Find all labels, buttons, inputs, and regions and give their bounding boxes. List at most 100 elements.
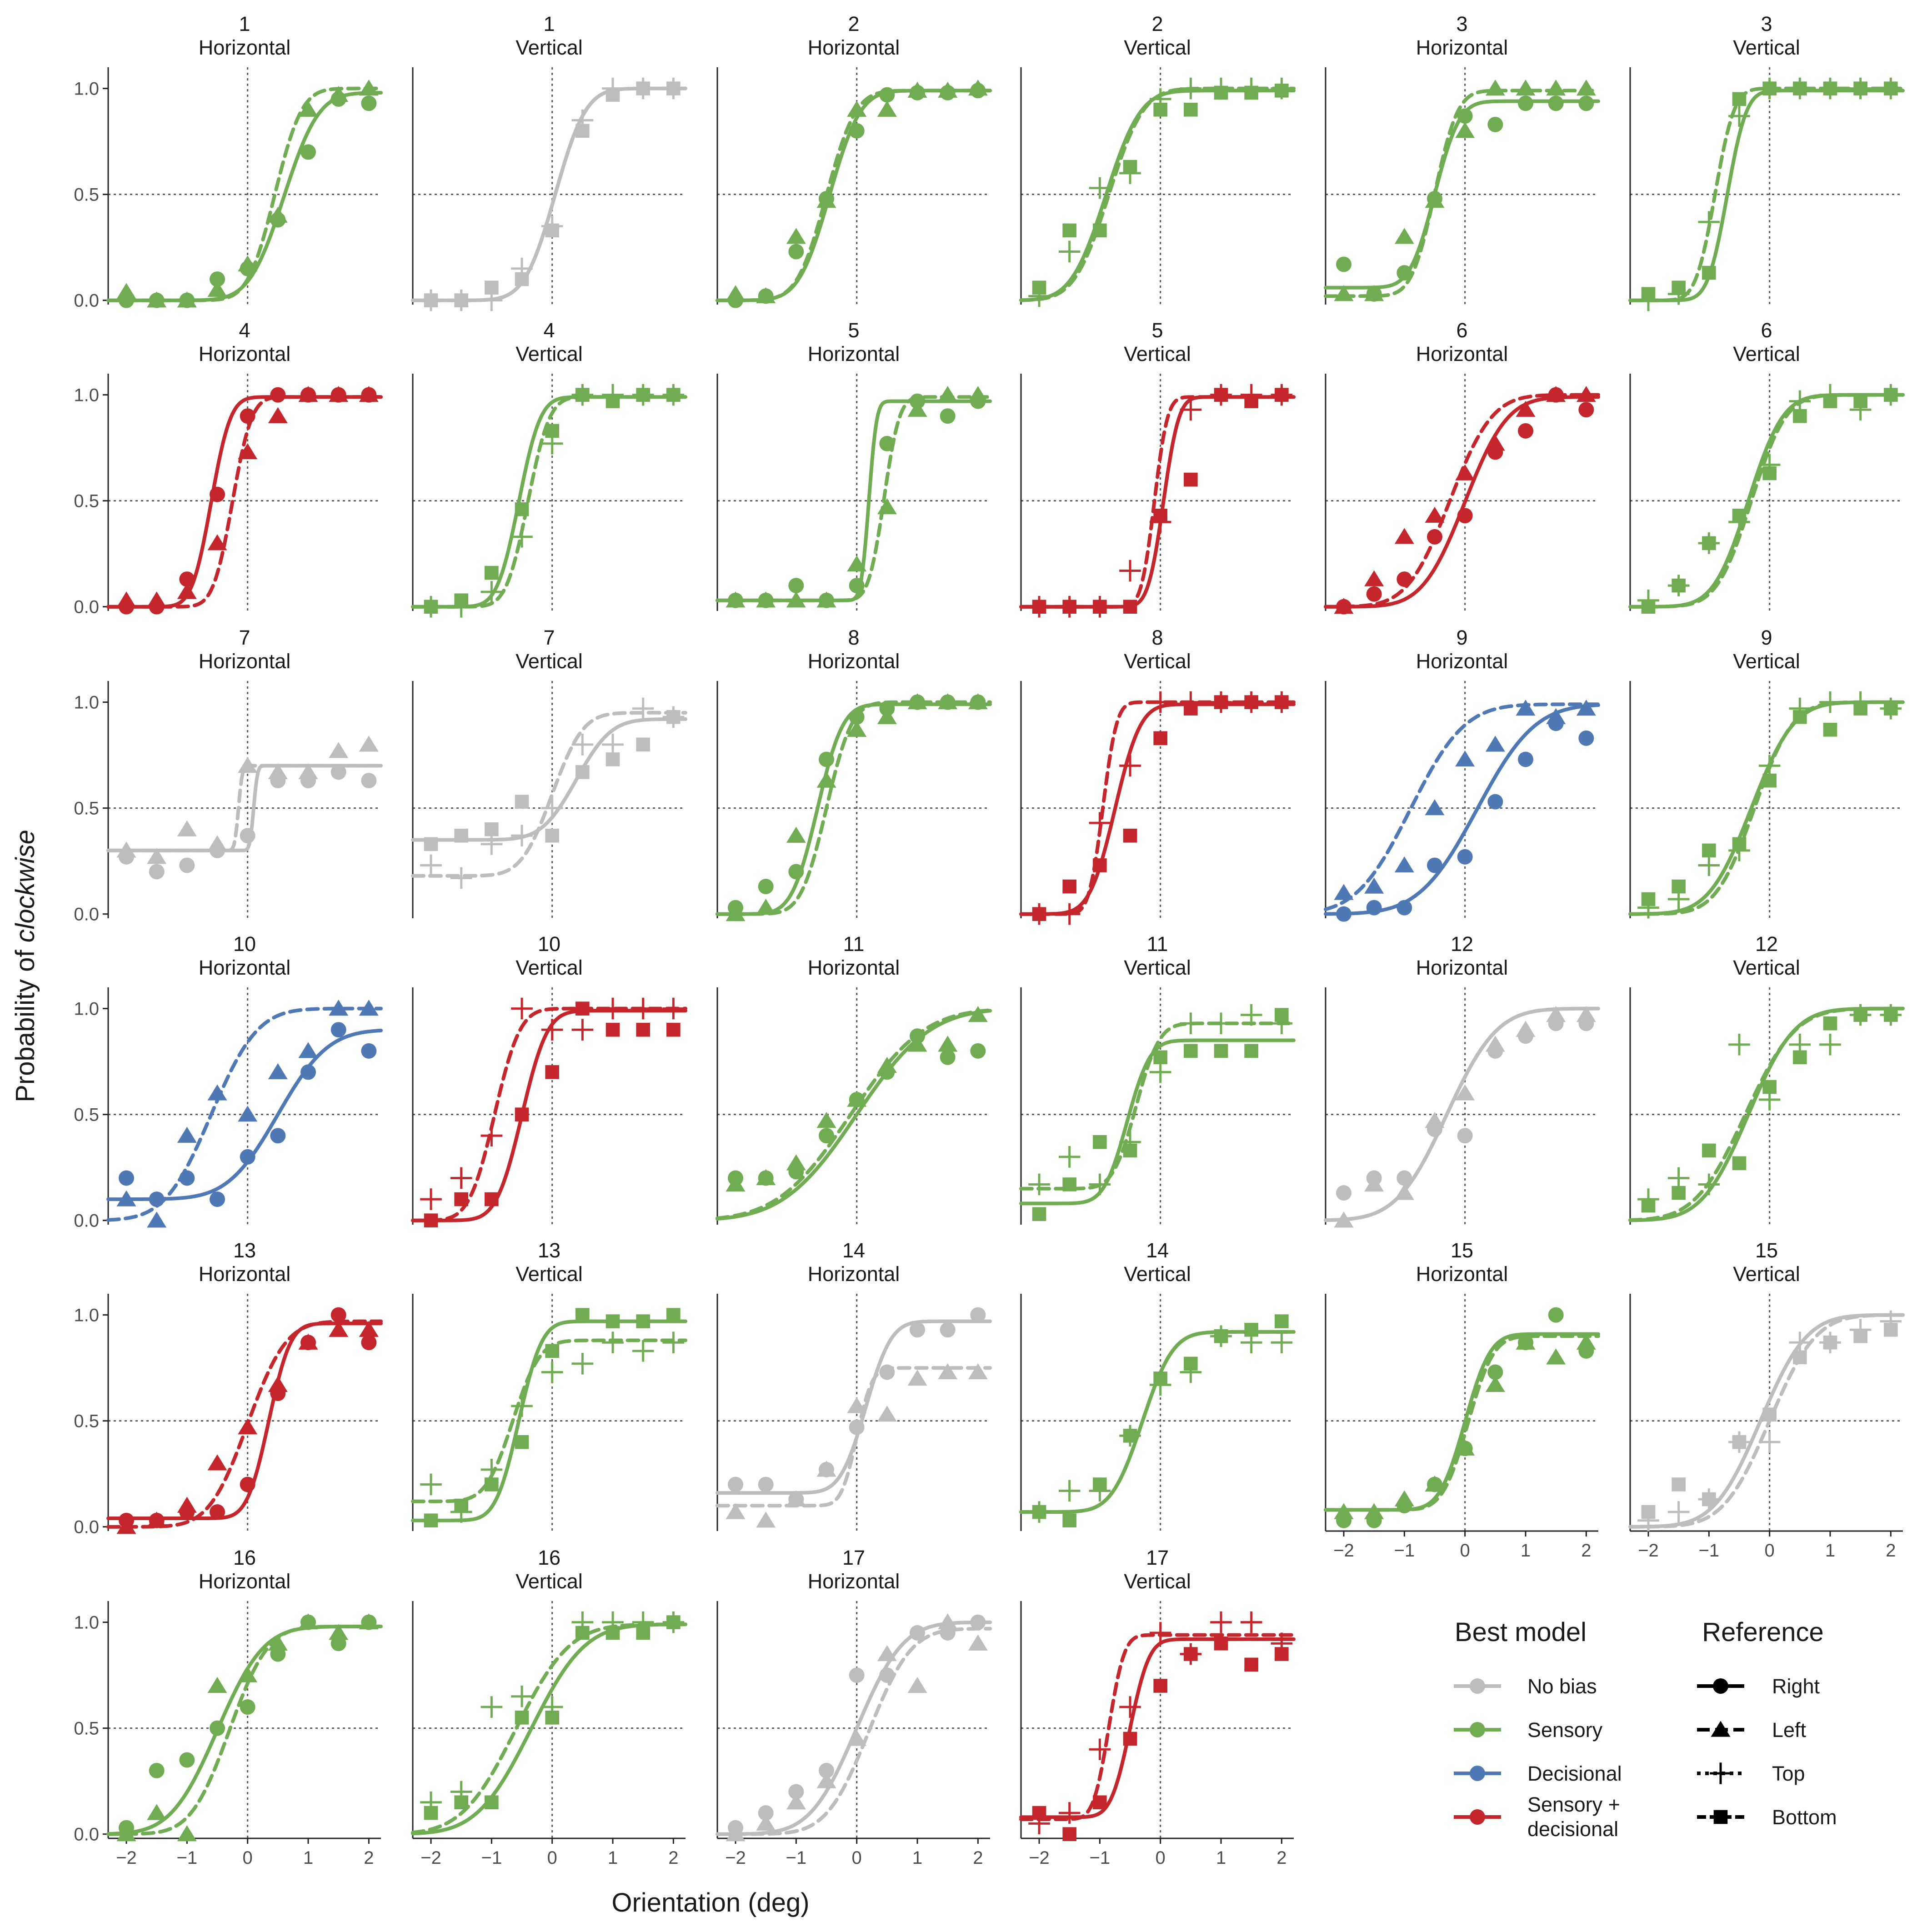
dashed-data-point xyxy=(1758,454,1781,476)
dashed-data-point xyxy=(571,109,594,131)
dashed-data-point xyxy=(1576,80,1596,96)
dashed-data-point xyxy=(786,228,806,244)
dashed-data-point xyxy=(968,386,988,402)
dashed-data-point xyxy=(420,1791,442,1813)
y-tick-label: 0.0 xyxy=(74,597,99,617)
solid-data-point xyxy=(545,1065,559,1079)
dashed-data-point xyxy=(268,1634,288,1651)
panel-observer-label: 5 xyxy=(1151,319,1163,342)
solid-data-point xyxy=(1275,1314,1289,1328)
panel-condition-label: Vertical xyxy=(1124,956,1191,979)
dashed-data-point xyxy=(238,255,258,272)
x-tick-label: 2 xyxy=(364,1848,374,1868)
dashed-data-point xyxy=(877,1645,897,1662)
panel-condition-label: Vertical xyxy=(516,1262,583,1286)
dashed-data-point xyxy=(938,1613,958,1630)
dashed-data-point xyxy=(480,1696,503,1718)
solid-data-point xyxy=(300,1064,316,1080)
panel-condition-label: Horizontal xyxy=(1416,956,1508,979)
dashed-data-point xyxy=(1728,105,1750,127)
dashed-data-point xyxy=(1425,1475,1445,1492)
dashed-data-point xyxy=(1425,506,1445,523)
dashed-data-point xyxy=(1425,1112,1445,1128)
dashed-data-point xyxy=(1210,691,1232,713)
panel-observer-label: 13 xyxy=(538,1239,561,1262)
dashed-data-point xyxy=(480,1125,503,1147)
solid-data-point xyxy=(240,1699,255,1715)
dashed-data-point xyxy=(907,81,927,98)
solid-data-point xyxy=(1487,116,1503,132)
dashed-data-point xyxy=(602,997,624,1020)
dashed-data-point xyxy=(1637,1188,1659,1210)
y-tick-label: 0.0 xyxy=(74,1211,99,1231)
dashed-data-point xyxy=(1180,1643,1202,1665)
dashed-data-point xyxy=(1149,1061,1171,1083)
dashed-data-point xyxy=(1058,240,1081,263)
dashed-data-point xyxy=(1698,854,1720,876)
panel-condition-label: Vertical xyxy=(1733,342,1800,365)
dashed-data-point xyxy=(147,291,167,308)
dashed-data-point xyxy=(450,596,472,618)
solid-data-point xyxy=(1548,1307,1564,1323)
y-tick-label: 0.0 xyxy=(74,1825,99,1845)
x-tick-label: 1 xyxy=(1825,1541,1835,1561)
x-tick-label: 1 xyxy=(1216,1848,1226,1868)
dashed-data-point xyxy=(1880,697,1902,720)
x-tick-label: −2 xyxy=(1638,1541,1659,1561)
legend-model-swatch-marker xyxy=(1470,1809,1485,1825)
dashed-data-point xyxy=(968,1006,988,1022)
panel-condition-label: Horizontal xyxy=(1416,650,1508,673)
solid-data-point xyxy=(1396,900,1412,916)
dashed-data-point xyxy=(816,591,836,608)
dashed-data-point xyxy=(602,734,624,756)
x-tick-label: 0 xyxy=(243,1848,253,1868)
solid-data-point xyxy=(1518,95,1533,111)
panel-condition-label: Vertical xyxy=(1733,650,1800,673)
panel-condition-label: Horizontal xyxy=(199,1570,291,1593)
panel-condition-label: Horizontal xyxy=(1416,342,1508,365)
y-tick-label: 0.5 xyxy=(74,491,99,511)
solid-fit-curve xyxy=(106,395,383,609)
dashed-data-point xyxy=(1637,589,1659,611)
solid-data-point xyxy=(1457,849,1473,865)
dashed-data-point xyxy=(1271,691,1293,713)
y-tick-label: 0.0 xyxy=(74,1517,99,1537)
dashed-data-point xyxy=(1149,691,1171,713)
x-axis-label: Orientation (deg) xyxy=(611,1888,809,1917)
x-tick-label: 1 xyxy=(1521,1541,1531,1561)
x-tick-label: 1 xyxy=(303,1848,313,1868)
y-tick-label: 0.5 xyxy=(74,1105,99,1125)
dashed-data-point xyxy=(1271,384,1293,406)
y-tick-label: 0.5 xyxy=(74,1719,99,1739)
dashed-data-point xyxy=(847,721,867,737)
x-tick-label: −1 xyxy=(1090,1848,1111,1868)
x-tick-label: 1 xyxy=(608,1848,618,1868)
solid-data-point xyxy=(970,1307,986,1323)
panel-observer-label: 15 xyxy=(1451,1239,1473,1262)
solid-data-point xyxy=(1184,472,1198,487)
dashed-data-point xyxy=(726,905,746,921)
dashed-data-point xyxy=(147,848,167,864)
dashed-data-point xyxy=(1089,812,1111,834)
solid-data-point xyxy=(636,1022,650,1037)
solid-data-point xyxy=(210,1504,225,1520)
dashed-data-point xyxy=(1119,162,1141,184)
dashed-data-point xyxy=(1849,691,1872,713)
solid-data-point xyxy=(819,1762,834,1778)
dashed-data-point xyxy=(298,1333,318,1350)
dashed-data-point xyxy=(1455,1084,1475,1101)
y-tick-label: 0.0 xyxy=(74,905,99,925)
dashed-data-point xyxy=(756,1512,776,1528)
solid-data-point xyxy=(1396,265,1412,281)
legend-reference-swatch-marker xyxy=(1713,1678,1728,1694)
dashed-data-point xyxy=(1364,285,1384,301)
dashed-data-point xyxy=(1425,192,1445,208)
